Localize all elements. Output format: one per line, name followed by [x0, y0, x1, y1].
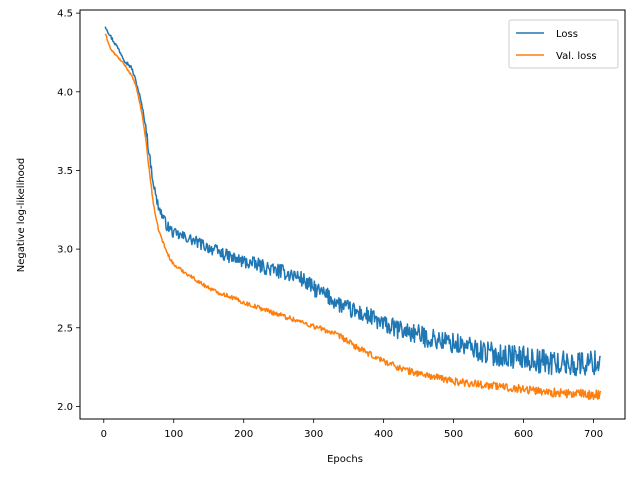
x-tick-label: 400: [374, 429, 393, 440]
legend: Loss Val. loss: [508, 19, 619, 69]
x-tick-label: 0: [101, 429, 107, 440]
series-line-loss: [104, 26, 602, 377]
legend-label-val-loss: Val. loss: [556, 51, 597, 62]
series-group: [104, 26, 602, 401]
y-tick-label: 3.5: [57, 166, 73, 177]
y-tick-label: 2.5: [57, 323, 73, 334]
x-tick-label: 700: [584, 429, 603, 440]
legend-frame: [508, 19, 619, 69]
x-tick-label: 600: [514, 429, 533, 440]
x-axis-ticks: 0 100 200 300 400 500 600 700: [101, 419, 603, 440]
plot-area: [79, 9, 626, 420]
x-tick-label: 500: [444, 429, 463, 440]
y-tick-label: 2.0: [57, 402, 73, 413]
y-tick-label: 4.5: [57, 9, 73, 20]
y-axis-label: Negative log-likelihood: [16, 158, 27, 273]
x-tick-label: 100: [164, 429, 183, 440]
x-tick-label: 200: [234, 429, 253, 440]
axes-frame: [79, 9, 626, 420]
x-tick-label: 300: [304, 429, 323, 440]
legend-label-loss: Loss: [556, 29, 578, 40]
series-line-val-loss: [104, 33, 602, 401]
y-tick-label: 4.0: [57, 87, 73, 98]
y-axis-ticks: 2.0 2.5 3.0 3.5 4.0 4.5: [57, 9, 80, 413]
x-axis-label: Epochs: [327, 454, 363, 465]
y-tick-label: 3.0: [57, 245, 73, 256]
